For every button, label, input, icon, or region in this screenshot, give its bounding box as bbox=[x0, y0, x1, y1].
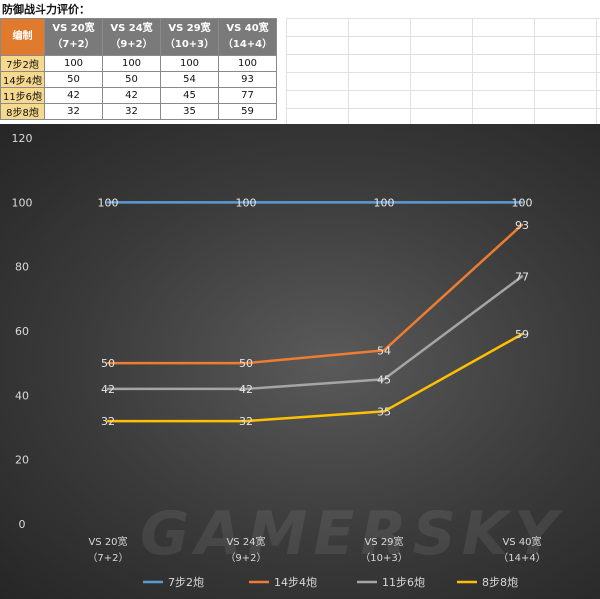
table-cell: 100 bbox=[102, 55, 161, 72]
data-label: 35 bbox=[377, 405, 391, 418]
data-label: 77 bbox=[515, 270, 529, 283]
data-label: 50 bbox=[239, 357, 253, 370]
data-label: 50 bbox=[101, 357, 115, 370]
spreadsheet-area: 防御战斗力评价： 编制 VS 20宽 （7+2） VS 24宽 （9+2） VS 2… bbox=[0, 0, 600, 124]
table-cell: 50 bbox=[102, 71, 161, 88]
legend-label: 7步2炮 bbox=[168, 576, 204, 589]
row-label: 14步4炮 bbox=[0, 71, 45, 88]
table-cell: 59 bbox=[218, 103, 277, 120]
x-tick-sublabel: （9+2） bbox=[225, 552, 266, 564]
table-cell: 100 bbox=[44, 55, 103, 72]
x-tick-label: VS 20宽 bbox=[88, 535, 127, 548]
legend-label: 14步4炮 bbox=[274, 576, 317, 589]
data-table: 编制 VS 20宽 （7+2） VS 24宽 （9+2） VS 29宽 （10+3） … bbox=[0, 18, 277, 120]
table-cell: 54 bbox=[160, 71, 219, 88]
sheet-title: 防御战斗力评价： bbox=[2, 3, 90, 16]
column-header-line1: VS 20宽 bbox=[52, 23, 95, 34]
table-column-header: VS 20宽 （7+2） bbox=[44, 18, 103, 56]
table-column-header: VS 40宽 （14+4） bbox=[218, 18, 277, 56]
series-line bbox=[106, 332, 524, 423]
data-label: 32 bbox=[239, 415, 253, 428]
y-tick-label: 20 bbox=[15, 454, 29, 467]
row-label: 7步2炮 bbox=[0, 55, 45, 72]
column-header-line1: VS 29宽 bbox=[168, 23, 211, 34]
column-header-line1: VS 24宽 bbox=[110, 23, 153, 34]
data-label: 32 bbox=[101, 415, 115, 428]
data-label: 100 bbox=[236, 196, 257, 209]
table-cell: 32 bbox=[102, 103, 161, 120]
legend-label: 11步6炮 bbox=[382, 576, 425, 589]
x-tick-sublabel: （7+2） bbox=[87, 552, 128, 564]
table-cell: 100 bbox=[218, 55, 277, 72]
table-cell: 93 bbox=[218, 71, 277, 88]
table-row: 7步2炮 100 100 100 100 bbox=[0, 55, 277, 72]
y-tick-label: 120 bbox=[12, 132, 33, 145]
series-line bbox=[106, 223, 524, 365]
data-label: 54 bbox=[377, 344, 391, 357]
x-tick-label: VS 24宽 bbox=[226, 535, 265, 548]
table-cell: 42 bbox=[102, 87, 161, 104]
y-tick-label: 80 bbox=[15, 261, 29, 274]
row-label: 11步6炮 bbox=[0, 87, 45, 104]
x-tick-label: VS 40宽 bbox=[502, 535, 541, 548]
table-row: 14步4炮 50 50 54 93 bbox=[0, 71, 277, 88]
column-header-line2: （10+3） bbox=[164, 39, 215, 50]
watermark: GAMERSKY bbox=[140, 499, 564, 569]
data-label: 100 bbox=[512, 196, 533, 209]
line-chart: GAMERSKY 0 20 40 60 80 100 120 VS 20宽 （7+2） VS 24… bbox=[0, 124, 600, 599]
column-header-line2: （7+2） bbox=[52, 39, 95, 50]
y-tick-label: 40 bbox=[15, 389, 29, 402]
data-label: 93 bbox=[515, 219, 529, 232]
table-header-row: 编制 VS 20宽 （7+2） VS 24宽 （9+2） VS 29宽 （10+3） … bbox=[0, 18, 277, 56]
table-cell: 45 bbox=[160, 87, 219, 104]
data-label: 42 bbox=[101, 383, 115, 396]
column-header-line2: （14+4） bbox=[222, 39, 273, 50]
y-tick-label: 100 bbox=[12, 196, 33, 209]
column-header-line2: （9+2） bbox=[110, 39, 153, 50]
row-label: 8步8炮 bbox=[0, 103, 45, 120]
column-header-line1: VS 40宽 bbox=[226, 23, 269, 34]
data-label: 59 bbox=[515, 328, 529, 341]
table-column-header: VS 24宽 （9+2） bbox=[102, 18, 161, 56]
table-column-header: VS 29宽 （10+3） bbox=[160, 18, 219, 56]
table-cell: 32 bbox=[44, 103, 103, 120]
data-label: 100 bbox=[98, 196, 119, 209]
table-cell: 100 bbox=[160, 55, 219, 72]
table-row: 11步6炮 42 42 45 77 bbox=[0, 87, 277, 104]
data-label: 45 bbox=[377, 373, 391, 386]
table-cell: 50 bbox=[44, 71, 103, 88]
legend-label: 8步8炮 bbox=[482, 576, 518, 589]
series-line bbox=[106, 275, 524, 391]
table-corner-header: 编制 bbox=[0, 18, 45, 56]
spreadsheet-gridlines bbox=[286, 18, 600, 124]
table-cell: 35 bbox=[160, 103, 219, 120]
table-cell: 77 bbox=[218, 87, 277, 104]
data-label: 42 bbox=[239, 383, 253, 396]
table-cell: 42 bbox=[44, 87, 103, 104]
y-tick-label: 0 bbox=[19, 518, 26, 531]
y-tick-label: 60 bbox=[15, 325, 29, 338]
table-row: 8步8炮 32 32 35 59 bbox=[0, 103, 277, 120]
data-label: 100 bbox=[374, 196, 395, 209]
chart-svg: 0 20 40 60 80 100 120 VS 20宽 （7+2） VS 24宽 （9+2） VS … bbox=[12, 132, 546, 589]
x-tick-sublabel: （14+4） bbox=[498, 552, 545, 564]
x-tick-label: VS 29宽 bbox=[364, 535, 403, 548]
x-tick-sublabel: （10+3） bbox=[360, 552, 407, 564]
